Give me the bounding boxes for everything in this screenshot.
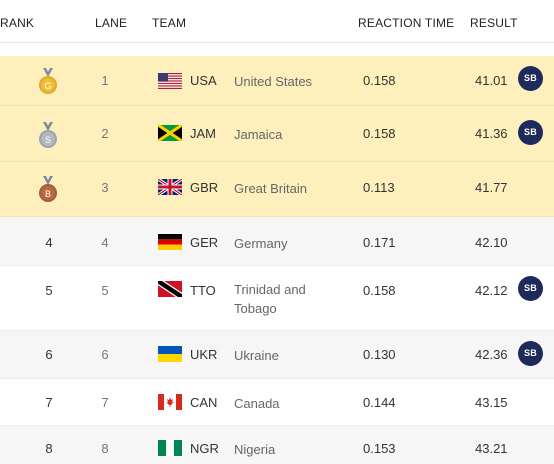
table-row[interactable]: S 2 JAM Jamaica 0.158 41.36 SB (0, 106, 554, 162)
header-lane[interactable]: LANE (95, 16, 128, 30)
usa-flag-icon (158, 73, 182, 89)
jamaica-flag-icon (158, 125, 182, 141)
ukraine-flag-icon (158, 346, 182, 362)
table-row[interactable]: 6 6 UKR Ukraine 0.130 42.36 SB (0, 331, 554, 379)
result-time: 42.12 (475, 283, 508, 298)
great-britain-flag-icon (158, 179, 182, 195)
table-row[interactable]: B 3 GBR Great Britain 0.113 41.77 (0, 162, 554, 217)
lane-number: 1 (101, 73, 109, 88)
reaction-time: 0.158 (363, 126, 396, 141)
team-name[interactable]: Ukraine (234, 348, 279, 363)
reaction-time: 0.158 (363, 283, 396, 298)
team-code: GER (190, 235, 219, 250)
nigeria-flag-icon (158, 440, 182, 456)
team-code: USA (190, 73, 217, 88)
result-time: 43.21 (475, 441, 508, 456)
table-row[interactable]: 7 7 CAN Canada 0.144 43.15 (0, 379, 554, 426)
trinidad-and-tobago-flag-icon (158, 281, 182, 297)
rank-number: 5 (45, 283, 53, 298)
lane-number: 6 (101, 347, 109, 362)
medal-letter: B (45, 189, 51, 199)
table-header: RANK LANE TEAM REACTION TIME RESULT (0, 0, 554, 43)
gold-medal-icon: G (39, 68, 57, 94)
lane-number: 7 (101, 395, 109, 410)
result-time: 42.36 (475, 347, 508, 362)
header-team[interactable]: TEAM (152, 16, 187, 30)
bronze-medal-icon: B (39, 176, 57, 202)
rank-number: 4 (45, 235, 53, 250)
team-code: UKR (190, 347, 218, 362)
result-time: 41.77 (475, 180, 508, 195)
lane-number: 2 (101, 126, 109, 141)
header-rank[interactable]: RANK (0, 16, 35, 30)
season-best-badge: SB (518, 66, 543, 91)
team-name[interactable]: Jamaica (234, 127, 283, 142)
rank-number: 8 (45, 441, 53, 456)
silver-medal-icon: S (39, 122, 57, 148)
medal-letter: G (44, 81, 51, 91)
germany-flag-icon (158, 234, 182, 250)
rank-number: 6 (45, 347, 53, 362)
lane-number: 5 (101, 283, 109, 298)
table-row[interactable]: G 1 USA United States 0.158 41.01 SB (0, 56, 554, 106)
medal-letter: S (45, 135, 51, 145)
rank-number: 7 (45, 395, 53, 410)
team-code: TTO (190, 283, 216, 298)
header-result[interactable]: RESULT (470, 16, 518, 30)
team-code: GBR (190, 180, 219, 195)
team-code: JAM (190, 126, 216, 141)
season-best-badge: SB (518, 120, 543, 145)
canada-flag-icon (158, 394, 182, 410)
season-best-badge: SB (518, 276, 543, 301)
result-time: 42.10 (475, 235, 508, 250)
table-row[interactable]: 8 8 NGR Nigeria 0.153 43.21 (0, 426, 554, 464)
team-name[interactable]: Trinidad and Tobago (234, 282, 306, 316)
season-best-badge: SB (518, 341, 543, 366)
reaction-time: 0.144 (363, 395, 396, 410)
result-time: 41.01 (475, 73, 508, 88)
table-row[interactable]: 4 4 GER Germany 0.171 42.10 (0, 217, 554, 266)
result-time: 41.36 (475, 126, 508, 141)
reaction-time: 0.171 (363, 235, 396, 250)
reaction-time: 0.130 (363, 347, 396, 362)
team-code: CAN (190, 395, 218, 410)
team-code: NGR (190, 441, 219, 456)
team-name[interactable]: Nigeria (234, 442, 276, 457)
lane-number: 3 (101, 180, 109, 195)
table-row[interactable]: 5 5 TTO Trinidad and Tobago 0.158 42.12 … (0, 266, 554, 331)
team-name[interactable]: United States (234, 74, 313, 89)
reaction-time: 0.158 (363, 73, 396, 88)
lane-number: 4 (101, 235, 109, 250)
team-name[interactable]: Germany (234, 236, 288, 251)
team-name[interactable]: Great Britain (234, 181, 307, 196)
result-time: 43.15 (475, 395, 508, 410)
team-name[interactable]: Canada (234, 396, 280, 411)
reaction-time: 0.113 (363, 180, 395, 195)
lane-number: 8 (101, 441, 109, 456)
header-reaction-time[interactable]: REACTION TIME (358, 16, 455, 30)
reaction-time: 0.153 (363, 441, 396, 456)
